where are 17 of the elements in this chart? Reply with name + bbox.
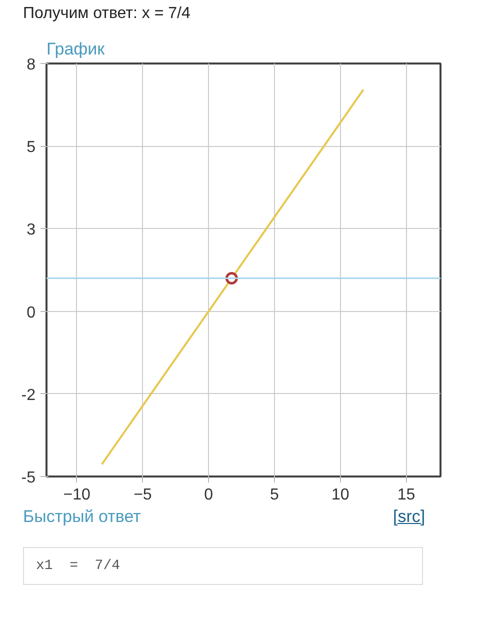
y-tick-label: 5 [26,139,36,156]
y-tick-label: 0 [26,304,36,322]
x-tick-label: 15 [397,486,416,504]
y-tick-label: -2 [21,386,36,404]
x-tick-label: 10 [331,486,350,504]
text: Быстрый ответ [23,507,141,527]
text: x1 = 7/4 [23,547,423,585]
x-tick-label: −10 [63,486,90,504]
x-tick-label: −5 [134,486,152,504]
y-tick-label: 3 [26,222,36,239]
x-tick-label: 0 [204,486,214,504]
text: [src] [393,507,426,527]
x-tick-label: 5 [270,486,280,504]
chart-title: График [46,40,106,58]
y-tick-label: -5 [21,470,36,486]
y-tick-label: 8 [26,56,36,74]
text: Получим ответ: x = 7/4 [23,5,190,23]
